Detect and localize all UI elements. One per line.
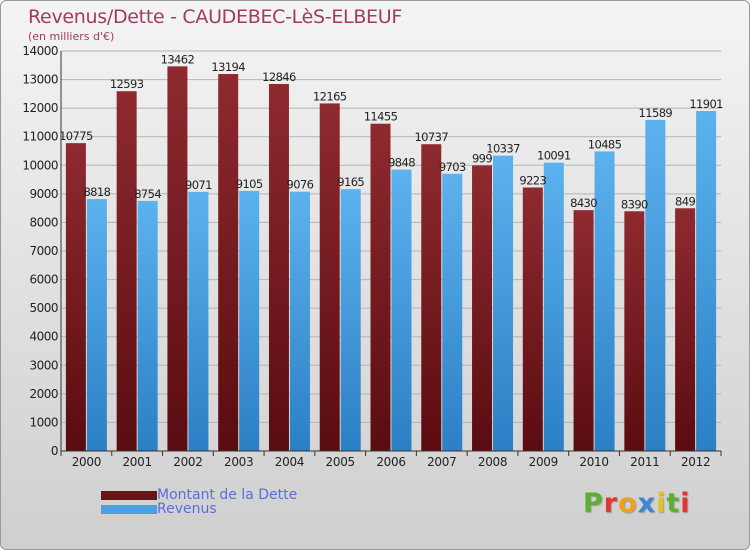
y-tick-label: 12000 [22,101,58,115]
legend-item-debt: Montant de la Dette [101,488,297,502]
data-label-revenue: 9105 [236,177,263,191]
data-label-revenue: 9076 [287,178,314,192]
data-label-debt: 12593 [110,77,144,91]
legend-swatch-debt [101,490,157,500]
data-label-revenue: 9848 [388,156,415,170]
data-label-debt: 13462 [161,52,195,66]
data-label-debt: 8390 [621,197,648,211]
data-label-debt: 13194 [211,60,245,74]
bar-debt-2012 [675,208,696,451]
data-label-debt: 8430 [570,196,597,210]
bar-revenue-2010 [594,151,615,451]
legend-label-revenue: Revenus [157,501,217,517]
x-tick-label: 2007 [427,455,456,469]
x-tick-label: 2003 [224,455,253,469]
y-tick-label: 9000 [29,187,58,201]
chart-title: Revenus/Dette - CAUDEBEC-LèS-ELBEUF [28,6,402,28]
logo-letter: r [603,488,619,519]
bar-debt-2009 [522,187,543,451]
legend-item-revenue: Revenus [101,502,217,516]
data-label-revenue: 10091 [537,149,571,163]
bar-revenue-2006 [391,169,412,451]
data-label-revenue: 11901 [689,97,723,111]
bar-revenue-2009 [543,162,564,451]
y-tick-label: 11000 [22,130,58,144]
chart-subtitle: (en milliers d'€) [28,30,115,43]
bar-revenue-2004 [289,191,310,451]
y-tick-label: 5000 [29,301,58,315]
legend-swatch-revenue [101,504,157,514]
data-label-revenue: 11589 [639,106,673,120]
bar-revenue-2005 [340,189,361,451]
bar-debt-2001 [116,91,137,451]
bar-revenue-2000 [86,199,107,451]
bar-revenue-2012 [696,110,717,451]
y-tick-label: 1000 [29,415,58,429]
data-label-revenue: 8818 [83,185,110,199]
x-tick-label: 2005 [326,455,355,469]
x-tick-label: 2008 [478,455,507,469]
x-tick-label: 2010 [579,455,608,469]
x-tick-label: 2001 [122,455,151,469]
y-tick-label: 2000 [29,387,58,401]
x-tick-label: 2006 [376,455,405,469]
bar-revenue-2008 [493,155,514,451]
bar-debt-2008 [472,165,493,451]
bar-debt-2002 [167,66,188,451]
data-label-debt: 10737 [414,130,448,144]
data-label-debt: 12846 [262,70,296,84]
y-tick-label: 0 [51,444,58,458]
logo-letter: x [637,488,657,519]
y-tick-label: 14000 [22,44,58,58]
logo-letter: o [618,488,638,519]
bar-revenue-2011 [645,119,666,451]
bar-debt-2006 [370,123,391,451]
data-label-debt: 10775 [59,129,93,143]
x-tick-label: 2000 [72,455,101,469]
bar-revenue-2001 [137,200,158,451]
proxiti-logo: Proxiti [583,488,691,519]
y-tick-label: 6000 [29,273,58,287]
data-label-debt: 11455 [364,110,398,124]
data-label-revenue: 10337 [486,142,520,156]
x-tick-label: 2009 [529,455,558,469]
y-tick-label: 8000 [29,215,58,229]
data-label-debt: 12165 [313,89,347,103]
bar-debt-2007 [421,144,442,451]
x-tick-label: 2002 [173,455,202,469]
bar-revenue-2003 [239,190,260,451]
y-tick-label: 3000 [29,358,58,372]
bar-debt-2004 [268,83,289,451]
bar-debt-2005 [319,103,340,451]
x-tick-label: 2004 [275,455,304,469]
logo-letter: i [656,488,667,519]
x-tick-label: 2012 [681,455,710,469]
bar-debt-2010 [573,210,594,451]
bar-debt-2011 [624,211,645,451]
y-tick-label: 13000 [22,73,58,87]
x-tick-label: 2011 [630,455,659,469]
data-label-revenue: 9071 [185,178,212,192]
data-label-revenue: 9703 [439,160,466,174]
logo-letter: P [583,488,604,519]
data-label-revenue: 8754 [134,187,161,201]
y-tick-label: 7000 [29,244,58,258]
legend-label-debt: Montant de la Dette [157,487,298,503]
logo-letter: i [680,488,691,519]
logo-letter: t [666,488,681,519]
bar-revenue-2002 [188,191,209,452]
data-label-debt: 999 [472,151,492,165]
data-label-revenue: 10485 [588,137,622,151]
data-label-debt: 849 [675,194,695,208]
bar-debt-2000 [65,143,86,451]
data-label-revenue: 9165 [337,175,364,189]
y-tick-label: 10000 [22,158,58,172]
y-tick-label: 4000 [29,330,58,344]
data-label-debt: 9223 [519,173,546,187]
bar-debt-2003 [218,74,239,452]
bar-revenue-2007 [442,173,463,451]
